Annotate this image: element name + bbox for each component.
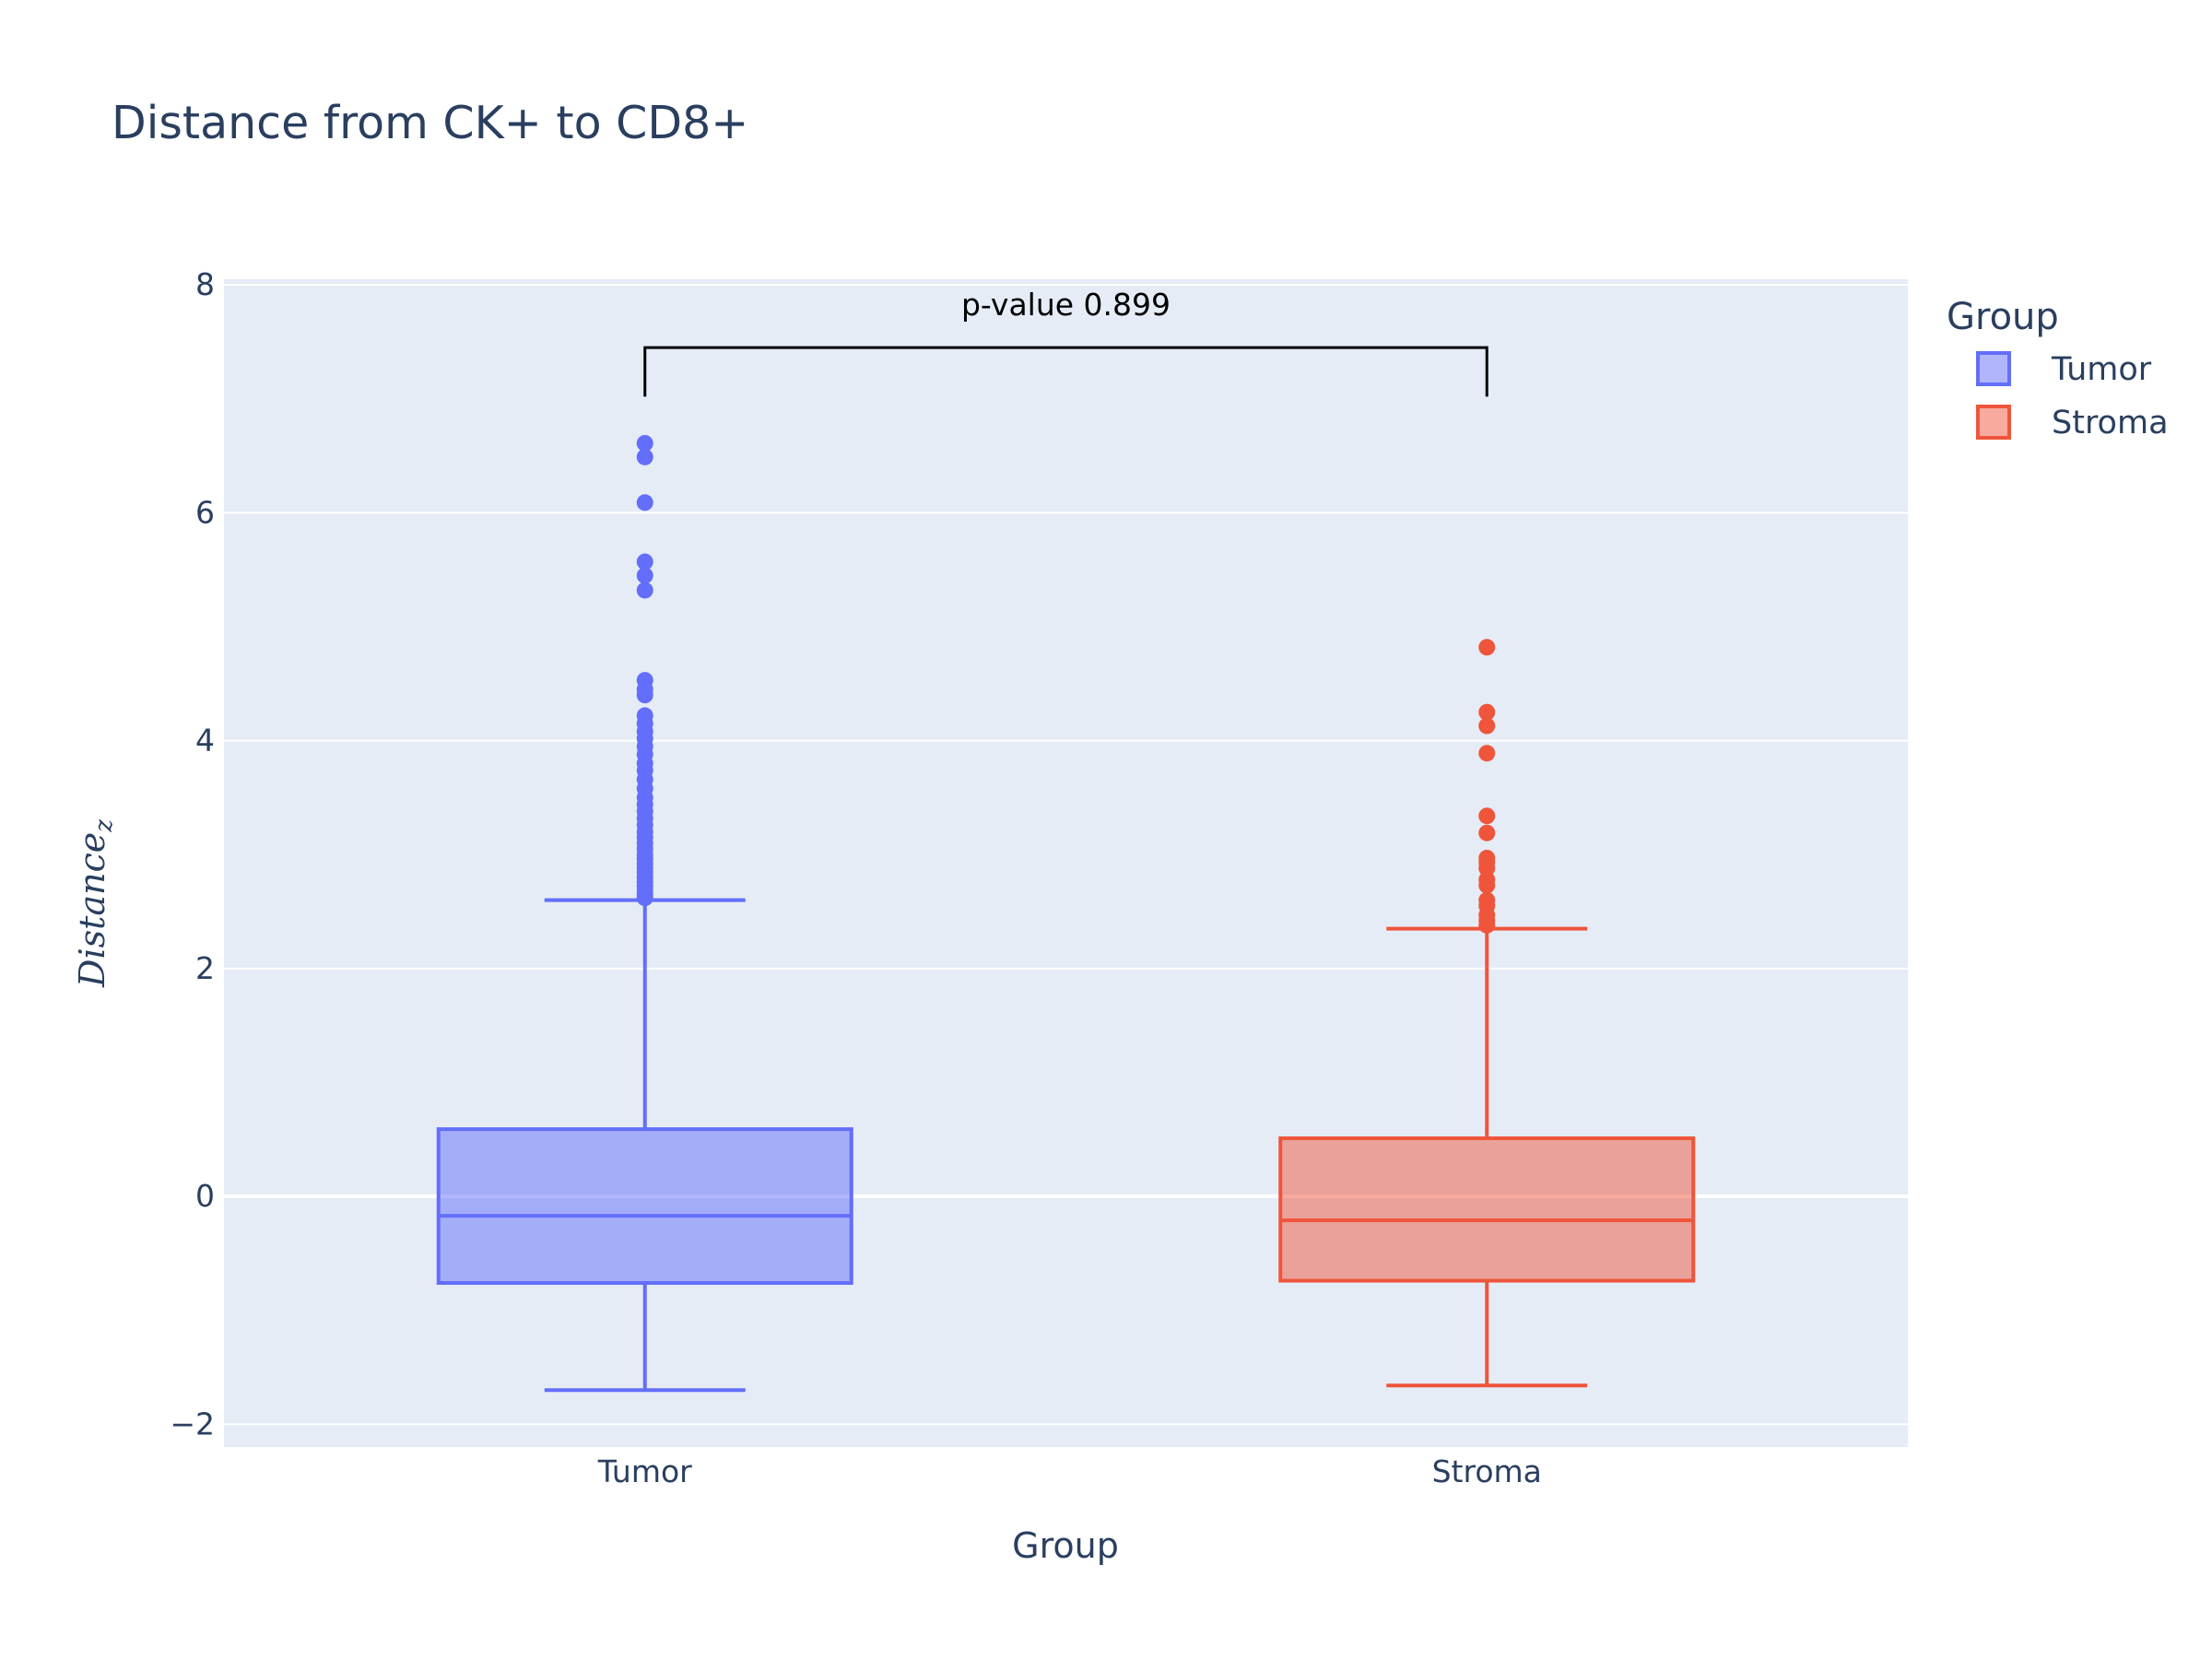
legend-swatch: [1976, 351, 2011, 386]
outlier-point: [1478, 745, 1496, 762]
outlier-point: [1478, 824, 1496, 841]
legend[interactable]: Group Tumor Stroma: [1947, 296, 2169, 441]
outlier-point: [636, 494, 653, 512]
y-tick-label: 0: [195, 1178, 215, 1214]
outlier-point: [1478, 891, 1496, 909]
p-value-annotation: p-value 0.899: [643, 287, 1488, 397]
y-tick-label: 2: [195, 950, 215, 986]
y-axis-title-base: Distance: [72, 832, 112, 988]
box-stroma: [1278, 639, 1696, 1388]
y-axis-title: Distancez: [72, 819, 118, 988]
x-tick-label: Tumor: [597, 1453, 692, 1489]
y-tick-label: −2: [170, 1406, 215, 1441]
legend-label: Tumor: [2051, 351, 2152, 388]
outlier-point: [636, 707, 653, 724]
outlier-point: [636, 567, 653, 584]
legend-item-tumor: Tumor: [1976, 351, 2152, 388]
outlier-point: [1478, 717, 1496, 735]
legend-item-stroma: Stroma: [1976, 405, 2169, 441]
boxes: [436, 434, 1696, 1393]
outlier-point: [636, 553, 653, 571]
x-tick-labels: Tumor Stroma: [597, 1453, 1542, 1489]
outlier-point: [636, 434, 653, 452]
y-tick-labels: −2 0 2 4 6 8: [170, 266, 215, 1441]
iqr-box: [436, 1127, 853, 1286]
outlier-point: [1478, 639, 1496, 656]
outlier-point: [1478, 807, 1496, 825]
significance-bracket: [643, 346, 1488, 397]
box-tumor: [436, 434, 853, 1393]
iqr-box: [1278, 1136, 1696, 1283]
p-value-label: p-value 0.899: [961, 287, 1171, 323]
x-axis-title: Group: [1012, 1525, 1119, 1566]
legend-label: Stroma: [2052, 405, 2169, 441]
legend-title: Group: [1947, 296, 2059, 338]
outlier-point: [1478, 849, 1496, 866]
y-tick-label: 8: [195, 266, 215, 302]
outlier-point: [1478, 703, 1496, 721]
y-axis-title-subscript: z: [90, 819, 118, 833]
outlier-point: [636, 672, 653, 689]
legend-swatch: [1976, 405, 2011, 440]
outlier-point: [636, 448, 653, 465]
x-tick-label: Stroma: [1432, 1453, 1542, 1489]
legend-items: Tumor Stroma: [1976, 351, 2169, 441]
y-tick-label: 4: [195, 723, 215, 759]
outlier-point: [1478, 871, 1496, 888]
chart-title: Distance from CK+ to CD8+: [112, 97, 748, 149]
y-tick-label: 6: [195, 494, 215, 530]
outlier-point: [636, 582, 653, 599]
